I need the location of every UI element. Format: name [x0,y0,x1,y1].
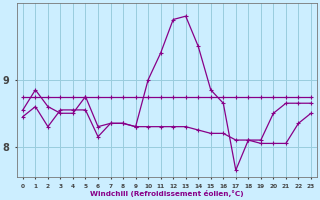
X-axis label: Windchill (Refroidissement éolien,°C): Windchill (Refroidissement éolien,°C) [90,190,244,197]
